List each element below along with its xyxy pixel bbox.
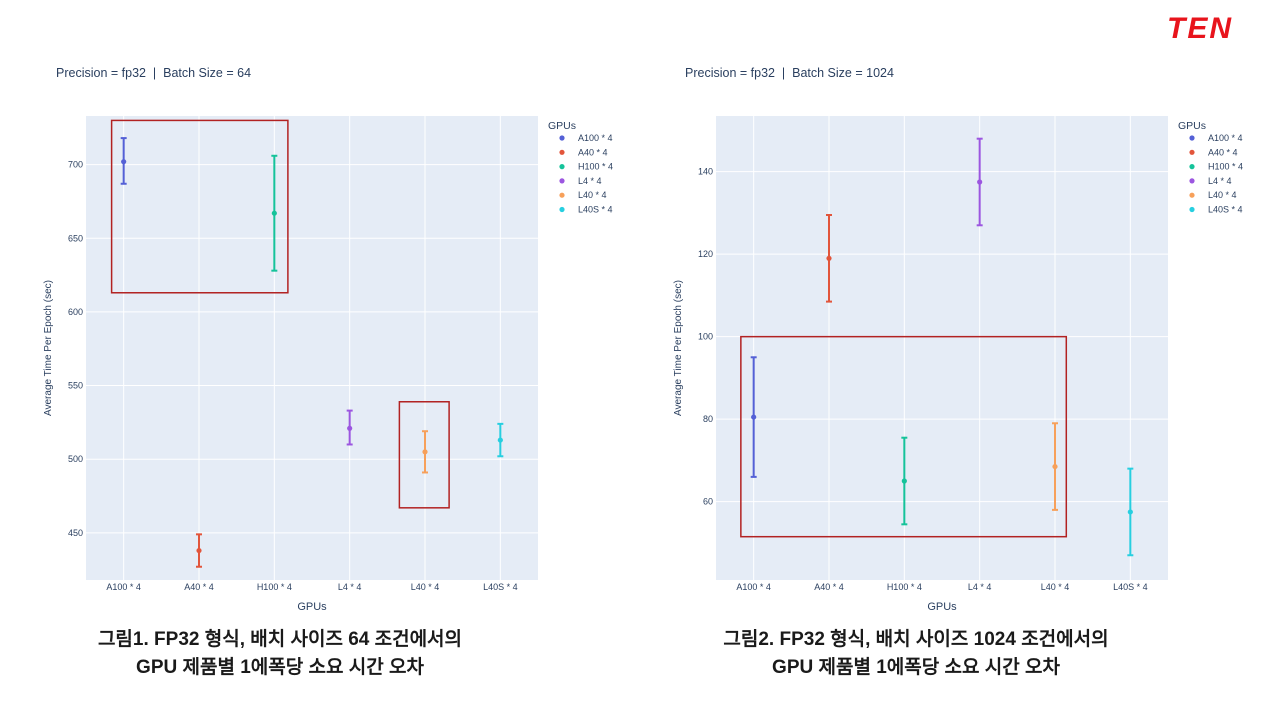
data-point-marker <box>497 437 503 443</box>
data-point-marker <box>422 449 428 455</box>
data-point-marker <box>901 478 907 484</box>
data-point-l40-4 <box>1052 422 1058 511</box>
legend-marker <box>559 178 565 184</box>
x-tick-label: L40 * 4 <box>411 582 440 592</box>
x-tick-label: A40 * 4 <box>184 582 214 592</box>
plot-background <box>86 116 538 580</box>
data-point-a40-4 <box>826 213 832 303</box>
x-tick-label: H100 * 4 <box>887 582 922 592</box>
data-point-l40s-4 <box>497 422 504 458</box>
highlight-box <box>110 119 289 294</box>
legend-entry: L4 * 4 <box>578 176 602 186</box>
data-point-marker <box>121 159 127 165</box>
y-tick-label: 60 <box>703 497 713 507</box>
legend-entry: L40 * 4 <box>1208 190 1237 200</box>
y-tick-label: 100 <box>698 332 713 342</box>
data-point-l4-4 <box>976 137 983 227</box>
legend-entry: H100 * 4 <box>578 162 613 172</box>
y-axis-title: Average Time Per Epoch (sec) <box>673 280 684 416</box>
legend-marker <box>1189 178 1195 184</box>
chart1-caption: 그림1. FP32 형식, 배치 사이즈 64 조건에서의 GPU 제품별 1에… <box>0 626 560 682</box>
x-tick-label: L40 * 4 <box>1041 582 1070 592</box>
legend-marker <box>1189 206 1195 213</box>
x-tick-label: A40 * 4 <box>814 582 844 592</box>
x-tick-label: A100 * 4 <box>736 582 771 592</box>
x-axis-title: GPUs <box>927 601 957 613</box>
data-point-marker <box>347 425 353 431</box>
legend-entry: H100 * 4 <box>1208 162 1243 172</box>
data-point-a100-4 <box>120 137 127 185</box>
logo-text: TEN <box>1167 12 1233 42</box>
x-tick-label: L40S * 4 <box>1113 582 1148 592</box>
legend-title: GPUs <box>548 120 576 132</box>
legend-entry: A100 * 4 <box>578 133 613 143</box>
legend-marker <box>559 206 565 213</box>
data-point-marker <box>977 179 983 185</box>
legend-marker <box>1189 149 1195 155</box>
chart-batch-1024: A100 * 4 A40 * 4 H100 * 4 L4 * 4 L40 * 4 L40S… <box>673 116 1243 613</box>
y-axis-title: Average Time Per Epoch (sec) <box>43 280 54 416</box>
legend-marker <box>1189 164 1195 170</box>
x-tick-label: L4 * 4 <box>338 582 362 592</box>
legend-entry: L40 * 4 <box>578 190 607 200</box>
caption1-line2: GPU 제품별 1에폭당 소요 시간 오차 <box>136 657 424 678</box>
legend-marker <box>559 164 565 170</box>
chart1-subtitle: Precision = fp32 | Batch Size = 64 <box>56 66 252 80</box>
legend-entry: L40S * 4 <box>1208 205 1243 215</box>
legend-entry: A40 * 4 <box>1208 147 1238 157</box>
data-point-marker <box>196 547 202 554</box>
caption2-line1: 그림2. FP32 형식, 배치 사이즈 1024 조건에서의 <box>723 629 1109 650</box>
legend-entry: L4 * 4 <box>1208 176 1232 186</box>
data-point-marker <box>751 414 757 420</box>
chart-batch-64: A100 * 4 A40 * 4 H100 * 4 L4 * 4 L40 * 4 L40S… <box>43 116 613 613</box>
data-point-marker <box>271 210 277 216</box>
data-point-l40-4 <box>422 430 428 474</box>
ten-logo: TEN <box>1167 12 1233 42</box>
chart2-subtitle: Precision = fp32 | Batch Size = 1024 <box>685 66 894 80</box>
y-tick-label: 700 <box>68 160 83 170</box>
caption2-line2: GPU 제품별 1에폭당 소요 시간 오차 <box>772 657 1060 678</box>
x-tick-label: L40S * 4 <box>483 582 518 592</box>
x-axis-title: GPUs <box>297 601 327 613</box>
legend-marker <box>1189 192 1195 198</box>
highlight-box <box>740 335 1068 538</box>
legend-marker <box>559 149 565 155</box>
legend-title: GPUs <box>1178 120 1206 132</box>
legend-marker <box>559 135 565 141</box>
plot-background <box>716 116 1168 580</box>
data-point-h100-4 <box>901 436 908 526</box>
data-point-marker <box>1127 509 1133 515</box>
y-tick-label: 600 <box>68 307 83 317</box>
data-point-h100-4 <box>271 154 278 272</box>
y-tick-label: 500 <box>68 454 83 464</box>
legend-marker <box>1189 135 1195 141</box>
caption1-line1: 그림1. FP32 형식, 배치 사이즈 64 조건에서의 <box>97 629 463 650</box>
y-tick-label: 450 <box>68 528 83 538</box>
legend-entry: L40S * 4 <box>578 205 613 215</box>
x-tick-label: H100 * 4 <box>257 582 292 592</box>
highlight-box <box>398 401 450 509</box>
y-tick-label: 650 <box>68 233 83 243</box>
data-point-a100-4 <box>750 356 757 478</box>
x-tick-label: L4 * 4 <box>968 582 992 592</box>
legend-entry: A40 * 4 <box>578 147 608 157</box>
y-tick-label: 120 <box>698 249 713 259</box>
y-tick-label: 140 <box>698 167 713 177</box>
y-tick-label: 550 <box>68 381 83 391</box>
x-tick-label: A100 * 4 <box>106 582 141 592</box>
y-tick-label: 80 <box>703 414 713 424</box>
data-point-marker <box>1052 463 1058 470</box>
legend-marker <box>559 192 565 198</box>
data-point-l4-4 <box>346 409 353 446</box>
legend-entry: A100 * 4 <box>1208 133 1243 143</box>
data-point-a40-4 <box>196 533 202 568</box>
chart2-caption: 그림2. FP32 형식, 배치 사이즈 1024 조건에서의 GPU 제품별 … <box>636 626 1196 682</box>
data-point-l40s-4 <box>1127 467 1134 557</box>
data-point-marker <box>826 255 832 261</box>
